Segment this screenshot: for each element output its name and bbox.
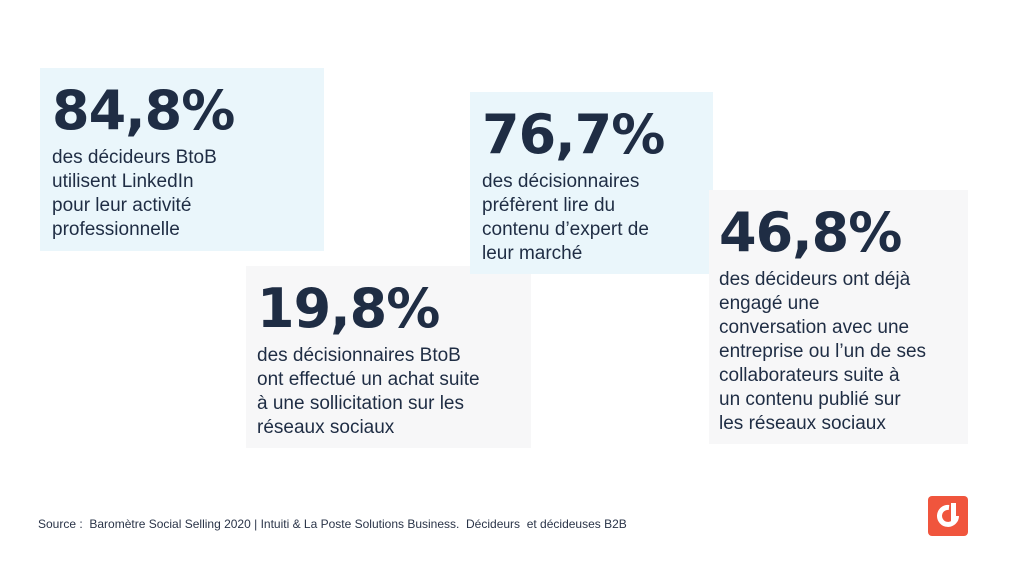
stat-description-line: des décisionnaires: [482, 171, 640, 192]
stat-description-line: utilisent LinkedIn: [52, 171, 194, 192]
stat-description-line: des décideurs BtoB: [52, 147, 217, 168]
brand-logo-icon: [928, 496, 968, 536]
stat-description-line: professionnelle: [52, 219, 180, 240]
stat-description-line: ont effectué un achat suite: [257, 369, 480, 390]
stat-card-conversation: 46,8% des décideurs ont déjà engagé une …: [709, 190, 968, 444]
stat-description-line: entreprise ou l’un de ses: [719, 341, 927, 362]
stat-description: des décideurs ont déjà engagé une conver…: [719, 268, 968, 436]
stat-card-expert-content: 76,7% des décisionnaires préfèrent lire …: [470, 92, 713, 274]
stat-description-line: contenu d’expert de: [482, 219, 649, 240]
stat-value: 84,8%: [52, 79, 235, 142]
stat-card-purchase: 19,8% des décisionnaires BtoB ont effect…: [246, 266, 531, 448]
stat-description-line: conversation avec une: [719, 317, 910, 338]
stat-description-line: les réseaux sociaux: [719, 413, 886, 434]
stat-description-line: engagé une: [719, 293, 820, 314]
stat-description-line: réseaux sociaux: [257, 417, 395, 438]
stat-value: 46,8%: [719, 201, 902, 264]
stat-description-line: des décideurs ont déjà: [719, 269, 911, 290]
stat-description-line: des décisionnaires BtoB: [257, 345, 461, 366]
stat-description: des décisionnaires préfèrent lire du con…: [482, 170, 713, 266]
stat-description-line: un contenu publié sur: [719, 389, 901, 410]
stat-description-line: collaborateurs suite à: [719, 365, 900, 386]
stat-description-line: préfèrent lire du: [482, 195, 616, 216]
stat-value: 19,8%: [257, 277, 440, 340]
source-caption: Source : Baromètre Social Selling 2020 |…: [38, 517, 627, 531]
stat-description-line: pour leur activité: [52, 195, 192, 216]
stat-value: 76,7%: [482, 103, 665, 166]
stat-description: des décisionnaires BtoB ont effectué un …: [257, 344, 531, 440]
stat-description-line: à une sollicitation sur les: [257, 393, 464, 414]
stat-card-linkedin: 84,8% des décideurs BtoB utilisent Linke…: [40, 68, 324, 251]
stat-description: des décideurs BtoB utilisent LinkedIn po…: [52, 146, 324, 242]
stat-description-line: leur marché: [482, 243, 583, 264]
